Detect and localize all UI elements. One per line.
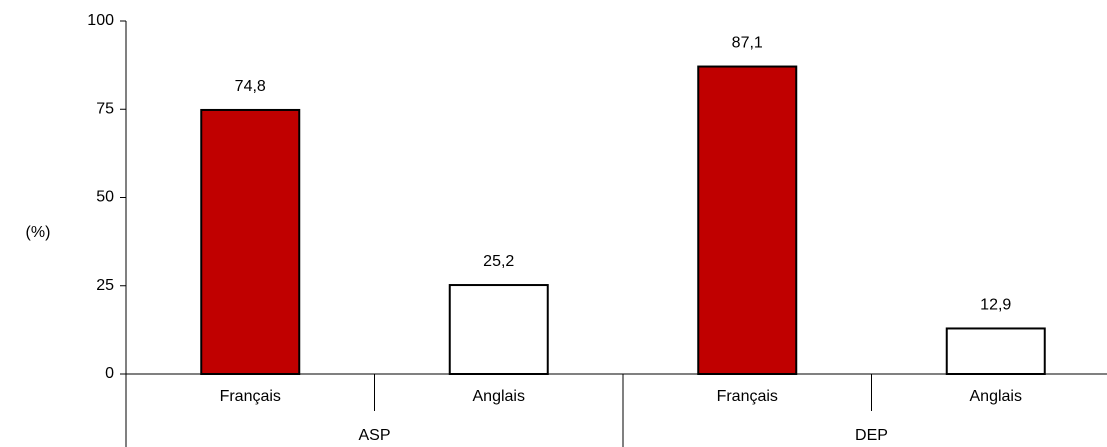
- category-label: Français: [220, 388, 281, 405]
- bar-dep-1: [945, 327, 1046, 376]
- bar-asp-1: [448, 284, 549, 376]
- group-label: DEP: [855, 427, 888, 444]
- data-label: 12,9: [980, 296, 1011, 313]
- y-axis-label: (%): [26, 224, 51, 241]
- bar-dep-0: [697, 65, 798, 376]
- y-tick-label: 50: [96, 189, 114, 206]
- category-label: Anglais: [473, 388, 525, 405]
- category-label: Français: [717, 388, 778, 405]
- y-tick-label: 0: [105, 365, 114, 382]
- bars: [200, 65, 1046, 376]
- bar-asp-0: [200, 108, 301, 376]
- category-label: Anglais: [970, 388, 1022, 405]
- y-tick-label: 100: [87, 12, 114, 29]
- labels: 0 25 50 75 100 74,8 Français 25,2 Anglais ASP 87,1…: [87, 12, 1022, 444]
- y-tick-label: 25: [96, 277, 114, 294]
- y-tick-label: 75: [96, 100, 114, 117]
- data-label: 74,8: [235, 78, 266, 95]
- group-label: ASP: [358, 427, 390, 444]
- data-label: 87,1: [732, 35, 763, 52]
- data-label: 25,2: [483, 253, 514, 270]
